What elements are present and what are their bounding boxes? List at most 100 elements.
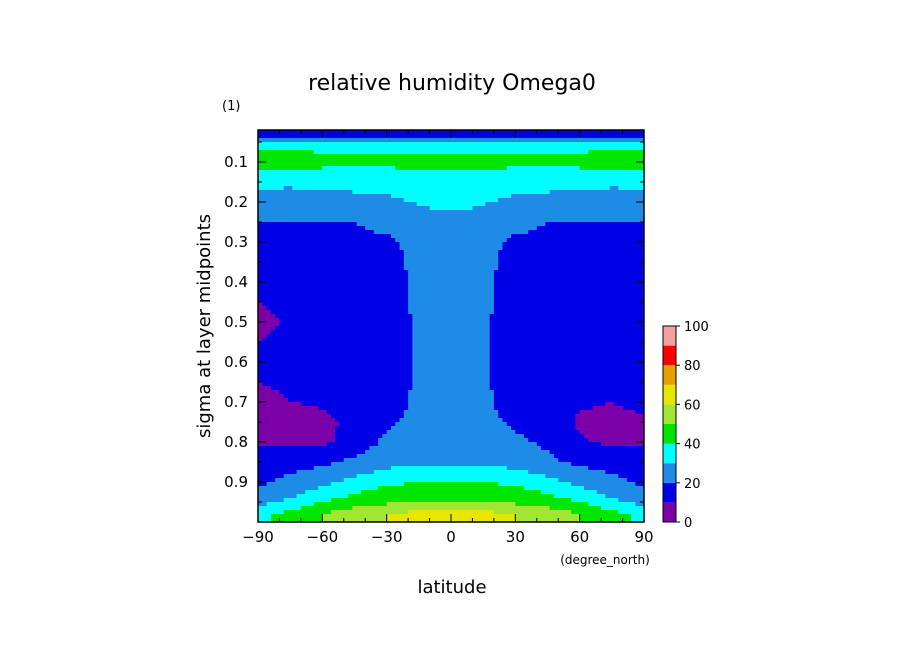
heatmap-cell — [472, 310, 478, 315]
heatmap-cell — [416, 198, 422, 203]
heatmap-cell — [348, 258, 353, 263]
heatmap-cell — [502, 134, 508, 139]
heatmap-cell — [609, 322, 615, 327]
heatmap-cell — [498, 314, 504, 319]
heatmap-cell — [502, 158, 508, 163]
heatmap-cell — [390, 294, 396, 299]
heatmap-cell — [481, 158, 486, 163]
heatmap-cell — [326, 206, 332, 211]
heatmap-cell — [553, 342, 559, 347]
heatmap-cell — [571, 306, 576, 311]
heatmap-cell — [429, 314, 435, 319]
heatmap-cell — [502, 174, 508, 179]
heatmap-cell — [348, 146, 353, 151]
heatmap-cell — [365, 242, 371, 247]
heatmap-cell — [566, 294, 572, 299]
heatmap-cell — [292, 342, 298, 347]
heatmap-cell — [412, 334, 418, 339]
heatmap-cell — [596, 298, 602, 303]
heatmap-cell — [352, 342, 358, 347]
heatmap-cell — [566, 282, 572, 287]
heatmap-cell — [399, 174, 405, 179]
heatmap-cell — [502, 242, 508, 247]
heatmap-cell — [326, 210, 332, 215]
heatmap-cell — [519, 262, 525, 267]
heatmap-cell — [318, 134, 323, 139]
heatmap-cell — [596, 250, 602, 255]
heatmap-cell — [442, 198, 448, 203]
heatmap-cell — [266, 178, 272, 183]
heatmap-cell — [575, 202, 581, 207]
heatmap-cell — [502, 130, 508, 135]
heatmap-cell — [382, 150, 388, 155]
heatmap-cell — [609, 138, 615, 143]
heatmap-cell — [433, 246, 439, 251]
heatmap-cell — [485, 346, 491, 351]
heatmap-cell — [343, 286, 349, 291]
heatmap-cell — [626, 154, 632, 159]
heatmap-cell — [613, 270, 619, 275]
heatmap-cell — [356, 338, 362, 343]
heatmap-cell — [566, 130, 572, 135]
heatmap-cell — [588, 130, 594, 135]
heatmap-cell — [476, 342, 482, 347]
heatmap-cell — [536, 278, 542, 283]
heatmap-cell — [339, 262, 345, 267]
heatmap-cell — [339, 278, 345, 283]
heatmap-cell — [343, 214, 349, 219]
heatmap-cell — [618, 138, 624, 143]
heatmap-cell — [605, 190, 611, 195]
heatmap-cell — [322, 350, 328, 355]
heatmap-cell — [369, 270, 375, 275]
heatmap-cell — [489, 182, 495, 187]
heatmap-cell — [330, 138, 336, 143]
heatmap-cell — [322, 346, 328, 351]
heatmap-cell — [305, 326, 311, 331]
heatmap-cell — [373, 274, 379, 279]
heatmap-cell — [446, 290, 452, 295]
heatmap-cell — [446, 178, 452, 183]
heatmap-cell — [313, 130, 319, 135]
heatmap-cell — [258, 294, 263, 299]
heatmap-cell — [369, 330, 375, 335]
heatmap-cell — [275, 134, 281, 139]
heatmap-cell — [622, 142, 628, 147]
heatmap-cell — [583, 142, 589, 147]
heatmap-cell — [536, 298, 542, 303]
heatmap-cell — [635, 138, 641, 143]
heatmap-cell — [395, 230, 401, 235]
heatmap-cell — [390, 278, 396, 283]
heatmap-cell — [258, 134, 263, 139]
heatmap-cell — [459, 202, 465, 207]
heatmap-cell — [592, 270, 598, 275]
heatmap-cell — [433, 298, 439, 303]
heatmap-cell — [631, 302, 637, 307]
heatmap-cell — [425, 270, 431, 275]
heatmap-cell — [618, 194, 624, 199]
heatmap-cell — [545, 202, 551, 207]
heatmap-cell — [459, 274, 465, 279]
heatmap-cell — [511, 154, 516, 159]
heatmap-cell — [365, 162, 371, 167]
heatmap-cell — [541, 230, 546, 235]
heatmap-cell — [283, 154, 289, 159]
heatmap-cell — [519, 194, 525, 199]
heatmap-cell — [283, 130, 289, 135]
heatmap-cell — [468, 286, 474, 291]
heatmap-cell — [618, 322, 624, 327]
heatmap-cell — [352, 202, 358, 207]
heatmap-cell — [270, 274, 276, 279]
heatmap-cell — [532, 186, 538, 191]
heatmap-cell — [541, 330, 546, 335]
heatmap-cell — [343, 270, 349, 275]
heatmap-cell — [493, 146, 499, 151]
heatmap-cell — [356, 254, 362, 259]
heatmap-cell — [360, 254, 366, 259]
heatmap-cell — [455, 258, 461, 263]
heatmap-cell — [618, 130, 624, 135]
heatmap-cell — [562, 326, 568, 331]
heatmap-cell — [408, 134, 413, 139]
heatmap-cell — [558, 282, 564, 287]
heatmap-cell — [318, 174, 323, 179]
heatmap-cell — [378, 314, 383, 319]
